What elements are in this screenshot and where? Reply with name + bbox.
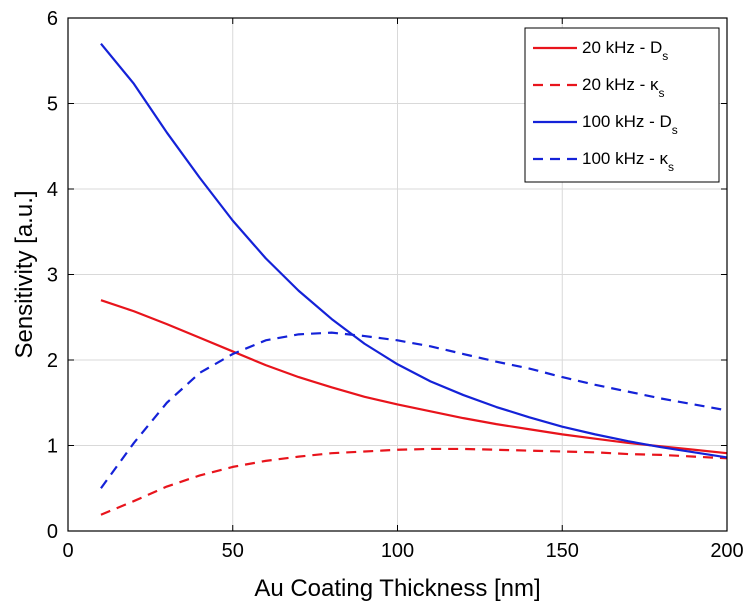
x-tick-label: 50 [222, 540, 244, 562]
legend-entry-name: 20 kHz - D [582, 38, 662, 57]
legend-entry-subscript: s [659, 86, 665, 100]
legend-entry-name: 100 kHz - κ [582, 149, 668, 168]
y-tick-label: 1 [47, 436, 58, 458]
x-tick-label: 200 [710, 540, 743, 562]
series-layer [100, 42, 728, 516]
x-tick-label: 150 [546, 540, 579, 562]
legend-box [524, 27, 720, 183]
axis-tick-labels: 0 50 100 150 200 0 1 2 3 4 5 6 [47, 8, 744, 562]
y-tick-label: 6 [47, 8, 58, 30]
x-tick-label: 100 [381, 540, 414, 562]
y-axis-label: Sensitivity [a.u.] [11, 190, 38, 358]
legend-entry-subscript: s [668, 160, 674, 174]
x-tick-label: 0 [62, 540, 73, 562]
series-line-2 [100, 447, 728, 516]
y-tick-label: 3 [47, 265, 58, 287]
x-axis-label: Au Coating Thickness [nm] [254, 575, 540, 602]
legend-entry-label: 20 kHz - Ds [582, 38, 668, 63]
legend-entry-label: 100 kHz - κs [582, 149, 674, 174]
legend-entry-label: 100 kHz - Ds [582, 112, 678, 137]
legend-entry-label: 20 kHz - κs [582, 75, 665, 100]
legend-entry-subscript: s [662, 49, 668, 63]
legend-entry-name: 100 kHz - D [582, 112, 672, 131]
axis-ticks [67, 17, 728, 532]
legend-entry-name: 20 kHz - κ [582, 75, 659, 94]
y-tick-label: 4 [47, 179, 58, 201]
series-line-4 [100, 331, 728, 489]
legend-entry-subscript: s [672, 123, 678, 137]
y-tick-label: 0 [47, 521, 58, 543]
y-tick-label: 2 [47, 350, 58, 372]
y-tick-label: 5 [47, 94, 58, 116]
series-line-1 [100, 299, 728, 455]
series-line-3 [100, 42, 728, 459]
